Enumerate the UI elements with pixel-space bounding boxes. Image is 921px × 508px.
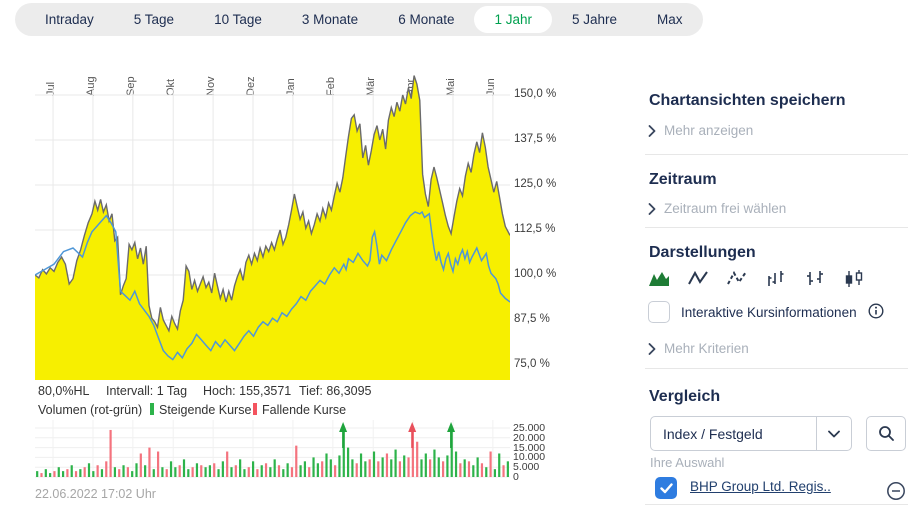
rising-color-chip xyxy=(150,403,154,415)
chart-timestamp: 22.06.2022 17:02 Uhr xyxy=(35,487,156,501)
vergleich-heading: Vergleich xyxy=(649,388,721,405)
tab-3-monate[interactable]: 3 Monate xyxy=(301,12,359,27)
falling-label: Fallende Kurse xyxy=(262,403,347,417)
more-criteria-link[interactable]: Mehr Kriterien xyxy=(648,341,749,356)
divider xyxy=(645,504,908,505)
interval-label: Intervall: 1 Tag xyxy=(106,384,188,398)
show-more-link[interactable]: Mehr anzeigen xyxy=(648,123,753,138)
more-criteria-label: Mehr Kriterien xyxy=(664,341,749,356)
percent-tick: 125,0 % xyxy=(514,178,557,190)
comparison-dropdown-value: Index / Festgeld xyxy=(663,425,763,442)
chevron-right-icon xyxy=(648,342,656,355)
high-label: Hoch: 155,3571 xyxy=(203,384,292,398)
divider xyxy=(645,227,908,228)
bar-chart-icon[interactable] xyxy=(765,269,787,289)
divider xyxy=(645,154,908,155)
save-chartviews-heading: Chartansichten speichern xyxy=(649,92,846,109)
tab-5-jahre[interactable]: 5 Jahre xyxy=(572,12,618,27)
zeitraum-heading: Zeitraum xyxy=(649,171,717,188)
volume-tick: 20.000 xyxy=(513,431,546,444)
percent-tick: 112,5 % xyxy=(514,223,556,235)
search-icon xyxy=(878,426,894,441)
chevron-down-icon xyxy=(828,430,840,437)
free-period-link[interactable]: Zeitraum frei wählen xyxy=(648,201,786,216)
info-icon[interactable] xyxy=(868,303,884,319)
tab-1-jahr[interactable]: 1 Jahr xyxy=(474,6,553,33)
volume-tick: 25.000 xyxy=(513,422,546,434)
tab-intraday[interactable]: Intraday xyxy=(45,12,94,27)
show-more-label: Mehr anzeigen xyxy=(664,123,754,138)
volume-tick: 5.000 xyxy=(513,461,540,474)
comparison-search-button[interactable] xyxy=(866,416,906,451)
period-tabbar: Intraday 5 Tage 10 Tage 3 Monate 6 Monate 1 J… xyxy=(15,3,703,36)
your-selection-label: Ihre Auswahl xyxy=(650,455,725,470)
low-label: Tief: 86,3095 xyxy=(299,384,372,398)
falling-color-chip xyxy=(253,403,257,415)
divider xyxy=(645,368,908,369)
darstellungen-heading: Darstellungen xyxy=(649,244,756,261)
area-chart-icon[interactable] xyxy=(648,269,670,289)
percent-tick: 100,0 % xyxy=(514,268,557,280)
tab-10-tage[interactable]: 10 Tage xyxy=(214,12,262,27)
percent-tick: 137,5 % xyxy=(514,133,557,145)
check-icon xyxy=(659,482,673,493)
free-period-label: Zeitraum frei wählen xyxy=(664,201,787,216)
remove-comparison-icon[interactable] xyxy=(886,481,906,501)
rising-label: Steigende Kurse xyxy=(159,403,252,417)
line-chart-icon[interactable] xyxy=(687,269,709,289)
bhp-group-link[interactable]: BHP Group Ltd. Regis.. xyxy=(690,479,831,494)
candlestick-chart-icon[interactable] xyxy=(843,269,865,289)
volume-chart-plot xyxy=(35,420,510,478)
volume-tick: 15.000 xyxy=(513,441,546,454)
volume-tick: 10.000 xyxy=(513,451,546,464)
dashed-line-chart-icon[interactable] xyxy=(726,269,748,289)
chevron-right-icon xyxy=(648,124,656,137)
price-chart-plot[interactable] xyxy=(35,60,510,380)
tab-5-tage[interactable]: 5 Tage xyxy=(133,12,175,27)
tab-6-monate[interactable]: 6 Monate xyxy=(398,12,455,27)
percent-tick: 87,5 % xyxy=(514,313,550,325)
hl-indicator: 80,0%HL xyxy=(38,384,90,398)
chevron-right-icon xyxy=(648,202,656,215)
comparison-dropdown[interactable]: Index / Festgeld xyxy=(650,416,852,451)
tab-max[interactable]: Max xyxy=(657,12,683,27)
volume-tick: 0 xyxy=(513,471,519,483)
percent-tick: 150,0 % xyxy=(514,88,557,100)
interactive-info-checkbox[interactable] xyxy=(648,301,670,323)
ohlc-chart-icon[interactable] xyxy=(804,269,826,289)
bhp-selected-checkbox[interactable] xyxy=(655,477,677,499)
dropdown-chevron xyxy=(816,417,851,450)
percent-tick: 75,0 % xyxy=(514,358,550,370)
interactive-info-label: Interaktive Kursinformationen xyxy=(681,305,857,320)
volume-legend-title: Volumen (rot-grün) xyxy=(38,403,143,417)
